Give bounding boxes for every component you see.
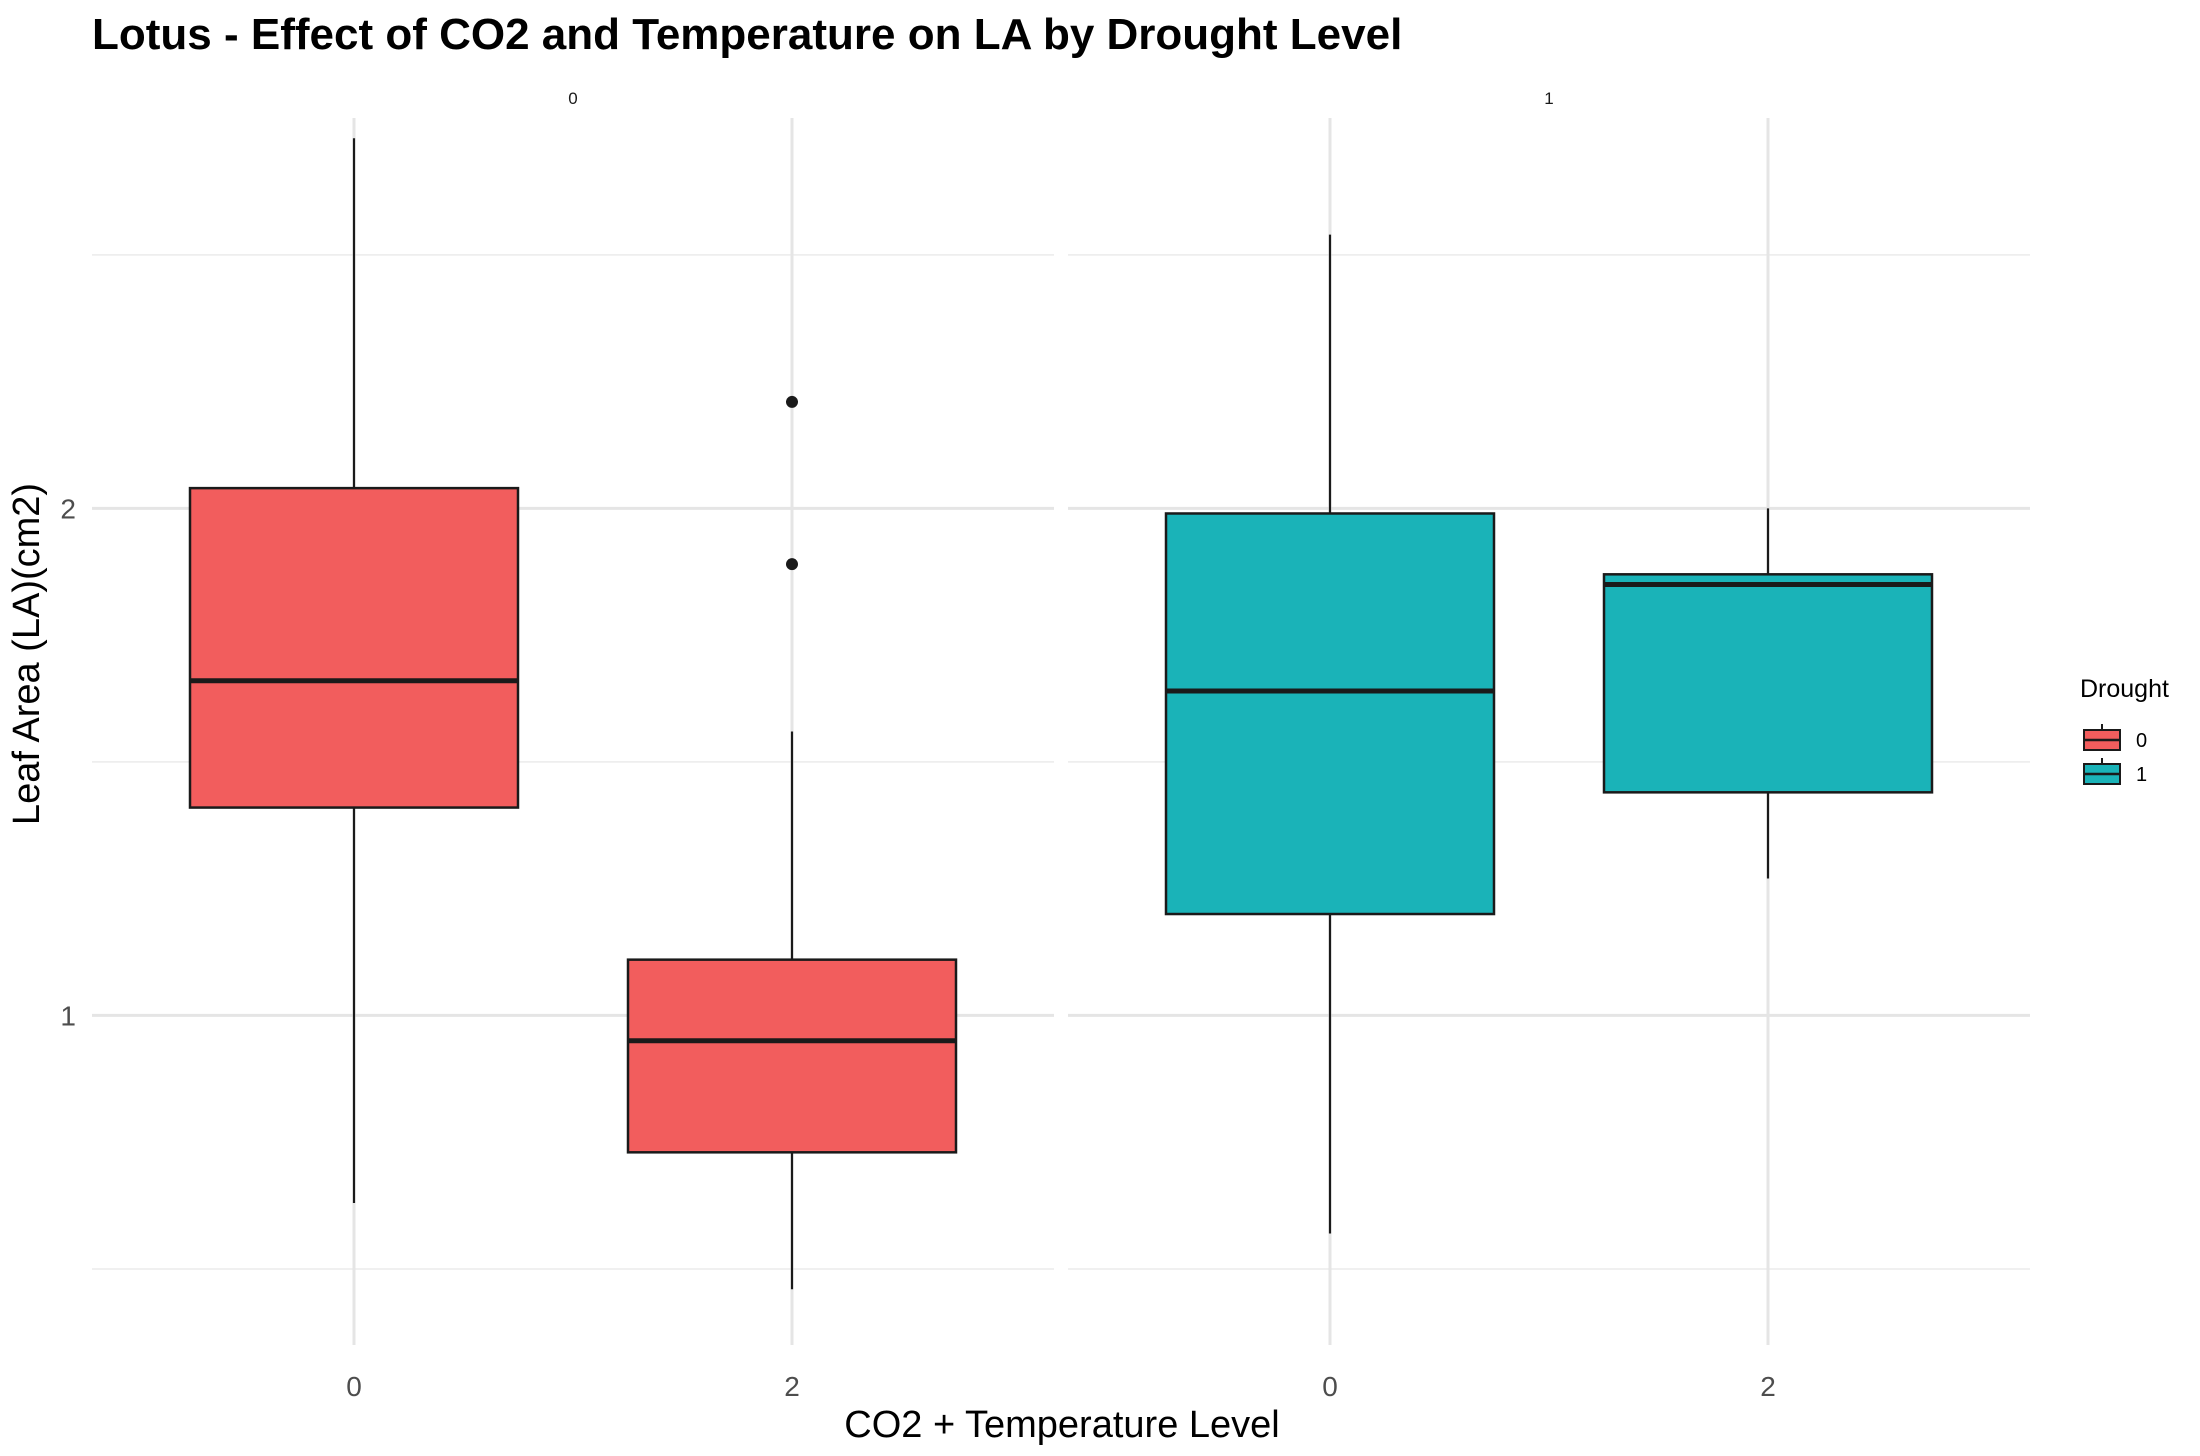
chart-title: Lotus - Effect of CO2 and Temperature on… (92, 10, 1402, 59)
x-tick-label: 0 (1322, 1371, 1338, 1402)
box-body (1164, 512, 1496, 916)
box-body (626, 958, 958, 1154)
outlier-point (786, 558, 798, 571)
legend-title: Drought (2080, 675, 2169, 703)
facet-strip-label: 1 (1544, 89, 1553, 108)
panel-drought-1: 1 (1068, 89, 2030, 1345)
legend-label: 0 (2136, 730, 2147, 752)
legend-item-0: 0 (2083, 724, 2147, 752)
facet-strip-label: 0 (568, 89, 577, 108)
x-tick-label: 2 (784, 1371, 800, 1402)
box-body (1602, 573, 1934, 794)
box-body (188, 486, 520, 809)
panel-drought-0: 0 (92, 89, 1054, 1345)
box-0-0 (188, 138, 520, 1204)
outlier-point (786, 395, 798, 408)
box-0-2 (626, 395, 958, 1290)
box-1-2 (1602, 508, 1934, 879)
x-axis-title: CO2 + Temperature Level (844, 1404, 1279, 1446)
legend-label: 1 (2136, 764, 2147, 786)
legend-item-1: 1 (2083, 758, 2147, 786)
y-tick-label: 2 (60, 493, 76, 524)
y-axis-title: Leaf Area (LA)(cm2) (6, 483, 48, 825)
box-1-0 (1164, 234, 1496, 1234)
y-axis: 12 (60, 493, 76, 1031)
legend: Drought 0 1 (2080, 675, 2169, 786)
x-tick-label: 2 (1760, 1371, 1776, 1402)
x-axis: 0 2 0 2 (346, 1371, 1776, 1402)
y-tick-label: 1 (60, 1000, 76, 1031)
x-tick-label: 0 (346, 1371, 362, 1402)
